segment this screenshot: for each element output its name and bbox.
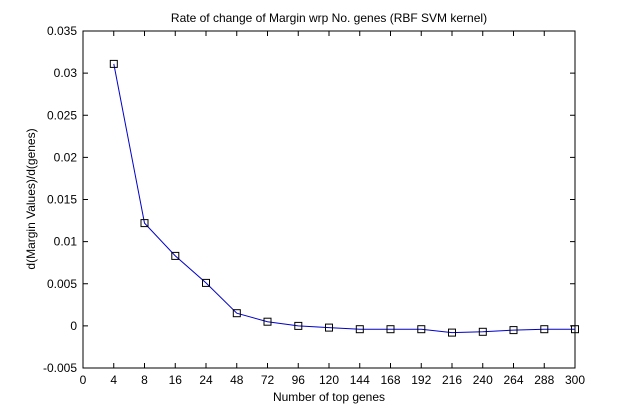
- data-point-marker: [448, 328, 456, 337]
- x-tick-label: 288: [534, 373, 554, 387]
- x-tick-label: 72: [261, 373, 275, 387]
- data-point-marker: [232, 309, 241, 318]
- data-point-marker: [540, 325, 549, 334]
- x-tick-label: 48: [230, 373, 244, 387]
- data-point-marker: [325, 323, 333, 332]
- x-tick-label: 240: [473, 373, 493, 387]
- data-point-marker: [478, 327, 487, 336]
- plot-area: [82, 30, 576, 369]
- x-tick-label: 120: [319, 373, 339, 387]
- y-tick-label: 0.015: [47, 193, 77, 207]
- y-tick-label: 0.025: [47, 108, 77, 122]
- x-tick-label: 16: [169, 373, 183, 387]
- y-tick-label: 0.03: [54, 66, 78, 80]
- data-point-marker: [509, 326, 518, 335]
- x-tick-label: 264: [503, 373, 523, 387]
- y-tick-label: 0.01: [54, 235, 78, 249]
- x-tick-label: 4: [110, 373, 117, 387]
- data-point-marker: [171, 251, 180, 260]
- chart-title: Rate of change of Margin wrp No. genes (…: [171, 11, 487, 25]
- y-tick-label: 0.02: [54, 150, 78, 164]
- x-axis-title: Number of top genes: [273, 390, 385, 404]
- x-tick-label: 192: [411, 373, 431, 387]
- data-point-marker: [140, 219, 149, 228]
- series-line: [113, 63, 575, 334]
- data-point-marker: [386, 325, 395, 334]
- x-tick-label: 8: [141, 373, 148, 387]
- data-point-marker: [294, 321, 303, 330]
- x-tick-label: 144: [350, 373, 370, 387]
- x-tick-label: 0: [80, 373, 87, 387]
- y-tick-label: -0.005: [43, 361, 77, 375]
- y-tick-label: 0: [70, 319, 77, 333]
- x-tick-label: 24: [199, 373, 213, 387]
- x-tick-label: 300: [565, 373, 585, 387]
- data-point-marker: [355, 325, 364, 334]
- data-point-marker: [263, 317, 272, 326]
- y-axis-title: d(Margin Values)/d(genes): [24, 128, 38, 269]
- data-point-marker: [202, 278, 210, 287]
- x-axis-ticks: 0 4 8 16 24 48 72 96 120 144 168 192 216 240 264 288 300: [80, 31, 585, 387]
- y-tick-label: 0.005: [47, 277, 77, 291]
- x-tick-label: 168: [380, 373, 400, 387]
- y-tick-label: 0.035: [47, 24, 77, 38]
- data-point-marker: [417, 325, 426, 334]
- y-axis-ticks: -0.005 0 0.005 0.01 0.015 0.02 0.025 0.03 0.035: [43, 24, 575, 375]
- series-layer: [109, 59, 579, 337]
- x-tick-label: 216: [442, 373, 462, 387]
- data-point-marker: [109, 59, 118, 68]
- x-tick-label: 96: [292, 373, 306, 387]
- data-point-marker: [571, 325, 579, 334]
